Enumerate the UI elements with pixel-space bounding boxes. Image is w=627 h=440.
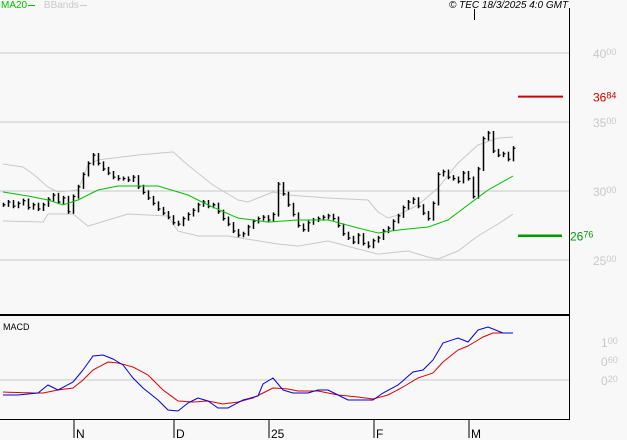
x-axis-label: D xyxy=(176,427,185,440)
x-axis-label: M xyxy=(471,427,481,440)
macd-line xyxy=(3,326,513,412)
legend-bbands: BBands xyxy=(43,0,79,11)
legend-ma20: MA20 xyxy=(1,0,28,11)
price-tick-label: 2500 xyxy=(593,254,616,268)
price-tick-label: 3000 xyxy=(593,185,616,199)
resistance-label: 3684 xyxy=(593,91,616,105)
macd-signal-line xyxy=(2,332,513,405)
macd-title: MACD xyxy=(3,322,30,332)
copyright-timestamp: © TEC 18/3/2025 4:0 GMT xyxy=(449,0,569,11)
bbands-swatch xyxy=(79,4,87,6)
bband-upper-line xyxy=(2,136,514,219)
ma20-line xyxy=(2,175,514,234)
bband-lower-line xyxy=(2,213,514,260)
macd-tick-label: 060 xyxy=(601,355,618,369)
macd-tick-label: 020 xyxy=(601,374,618,388)
support-label: 2676 xyxy=(570,230,593,244)
legend: MA20 BBands xyxy=(1,0,87,12)
x-axis-label: 25 xyxy=(271,427,285,440)
price-tick-label: 4000 xyxy=(593,47,616,61)
ma20-swatch xyxy=(28,4,36,6)
macd-tick-label: 100 xyxy=(601,336,618,350)
price-bars xyxy=(2,130,516,249)
x-axis-label: N xyxy=(76,427,85,440)
price-tick-label: 3500 xyxy=(593,116,616,130)
x-axis-label: F xyxy=(376,427,383,440)
